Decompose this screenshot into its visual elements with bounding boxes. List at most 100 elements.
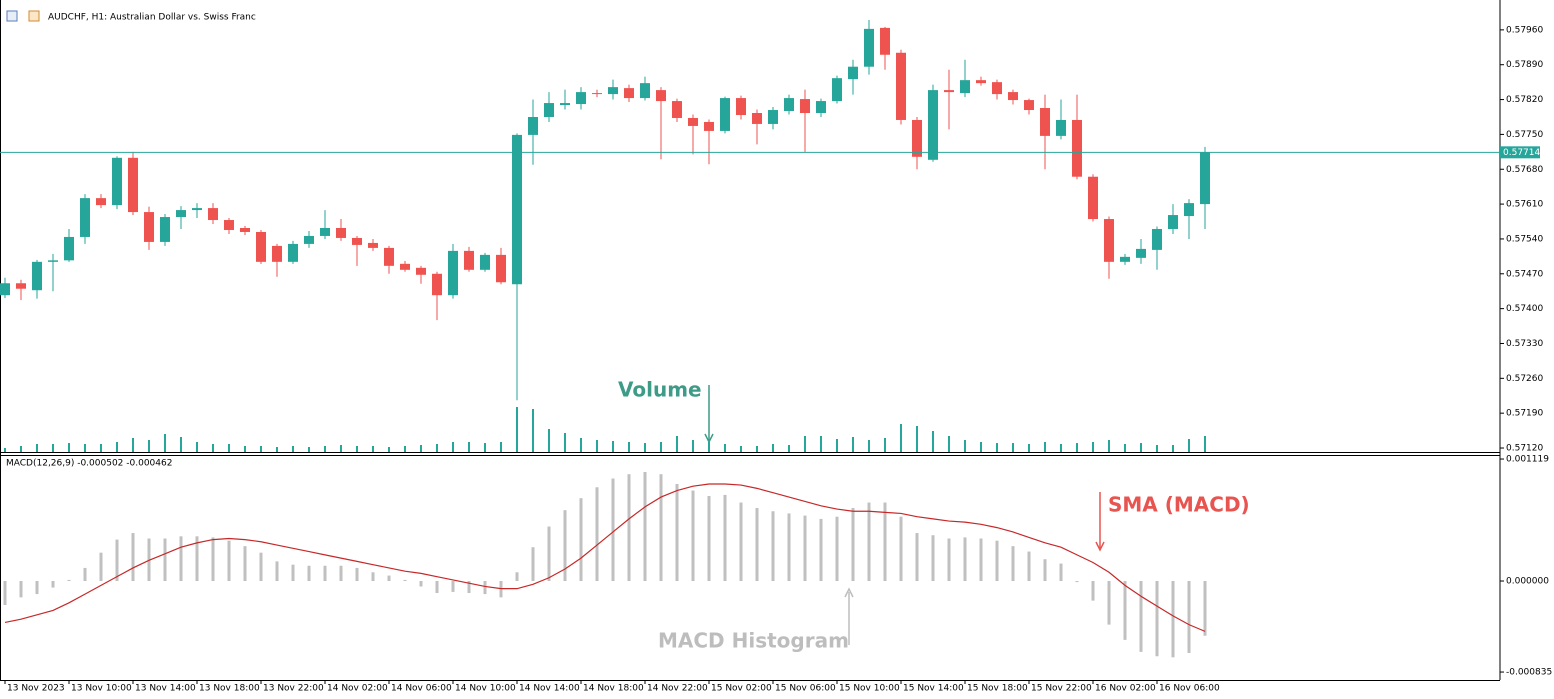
candle-body xyxy=(208,208,218,221)
candle-body xyxy=(1040,108,1050,136)
volume-bar xyxy=(148,440,150,452)
volume-bar xyxy=(484,443,486,452)
candle-body xyxy=(864,28,874,67)
histogram-bar xyxy=(1187,581,1191,653)
candle-body xyxy=(176,210,186,218)
candle-body xyxy=(816,101,826,113)
histogram-bar xyxy=(899,516,903,582)
histogram-bar xyxy=(563,510,567,582)
candle-body xyxy=(1120,256,1130,262)
histogram-bar xyxy=(515,572,519,582)
volume-bar xyxy=(884,438,886,452)
volume-bar xyxy=(1204,436,1206,452)
x-tick-label: 15 Nov 10:00 xyxy=(839,684,900,694)
volume-bar xyxy=(564,433,566,452)
volume-bar xyxy=(692,440,694,452)
period-icon xyxy=(28,10,40,22)
chart-title: AUDCHF, H1: Australian Dollar vs. Swiss … xyxy=(48,13,256,23)
volume-bar xyxy=(724,444,726,452)
histogram-bar xyxy=(275,561,279,582)
candle-body xyxy=(368,242,378,248)
volume-bar xyxy=(1092,442,1094,452)
histogram-bar xyxy=(115,539,119,582)
candle-body xyxy=(1104,219,1114,262)
histogram-annotation: MACD Histogram xyxy=(658,629,849,653)
y-tick-label: -0.000835 xyxy=(1506,668,1552,678)
candle-body xyxy=(1088,176,1098,220)
x-tick-label: 16 Nov 02:00 xyxy=(1095,684,1156,694)
histogram-bar xyxy=(1139,581,1143,652)
volume-bar xyxy=(740,446,742,452)
candle-body xyxy=(688,117,698,126)
volume-bar xyxy=(788,445,790,452)
volume-bar xyxy=(1124,444,1126,452)
histogram-bar xyxy=(643,472,647,582)
candle-body xyxy=(1072,119,1082,177)
histogram-bar xyxy=(995,540,999,582)
x-tick-label: 14 Nov 22:00 xyxy=(647,684,708,694)
y-tick-label: 0.57680 xyxy=(1506,165,1543,175)
candle-body xyxy=(128,157,138,213)
histogram-bar xyxy=(51,581,55,588)
histogram-bar xyxy=(371,572,375,582)
candle-body xyxy=(848,66,858,80)
histogram-bar xyxy=(1123,581,1127,640)
histogram-bar xyxy=(483,581,487,595)
candle-body xyxy=(928,90,938,160)
histogram-bar xyxy=(723,494,727,582)
candle-body xyxy=(112,157,122,206)
candle-body xyxy=(496,254,506,283)
candle-body xyxy=(416,267,426,275)
histogram-bar xyxy=(579,498,583,582)
candle-body xyxy=(16,283,26,289)
candle-body xyxy=(48,260,58,262)
y-tick-label: 0.57330 xyxy=(1506,339,1543,349)
volume-bar xyxy=(452,442,454,452)
candle-body xyxy=(992,82,1002,95)
histogram-bar xyxy=(419,581,423,587)
x-tick-label: 14 Nov 10:00 xyxy=(455,684,516,694)
candle-body xyxy=(320,227,330,236)
volume-bar xyxy=(20,446,22,452)
volume-bar xyxy=(100,444,102,452)
volume-bar xyxy=(4,448,6,452)
volume-bar xyxy=(932,431,934,452)
volume-bar xyxy=(180,437,182,452)
volume-bar xyxy=(548,429,550,452)
candle-body xyxy=(624,88,634,99)
volume-bar xyxy=(516,407,518,452)
candle-body xyxy=(400,263,410,270)
histogram-bar xyxy=(131,533,135,582)
volume-bar xyxy=(1172,445,1174,452)
volume-bar xyxy=(1076,443,1078,452)
volume-bar xyxy=(404,446,406,452)
histogram-bar xyxy=(851,507,855,582)
sma-annotation: SMA (MACD) xyxy=(1108,493,1250,517)
candle-body xyxy=(0,283,10,296)
histogram-bar xyxy=(915,533,919,582)
volume-bar xyxy=(804,436,806,452)
candle-body xyxy=(32,261,42,291)
candle-body xyxy=(304,235,314,244)
candle-body xyxy=(1136,248,1146,258)
histogram-bar xyxy=(947,538,951,582)
volume-bar xyxy=(644,443,646,452)
volume-bar xyxy=(212,444,214,452)
volume-bar xyxy=(948,436,950,452)
candle-body xyxy=(608,87,618,95)
candle-body xyxy=(1200,152,1210,205)
signal-line xyxy=(4,483,1206,632)
histogram-bar xyxy=(1075,581,1079,583)
histogram-bar xyxy=(163,538,167,582)
x-tick-label: 13 Nov 18:00 xyxy=(199,684,260,694)
candle-body xyxy=(240,227,250,232)
histogram-bar xyxy=(243,546,247,582)
volume-bar xyxy=(1028,444,1030,452)
histogram-bar xyxy=(67,579,71,582)
histogram-bar xyxy=(547,526,551,582)
y-tick-label: 0.57820 xyxy=(1506,95,1543,105)
volume-bar xyxy=(676,436,678,452)
volume-bar xyxy=(996,443,998,452)
volume-annotation: Volume xyxy=(618,378,702,402)
